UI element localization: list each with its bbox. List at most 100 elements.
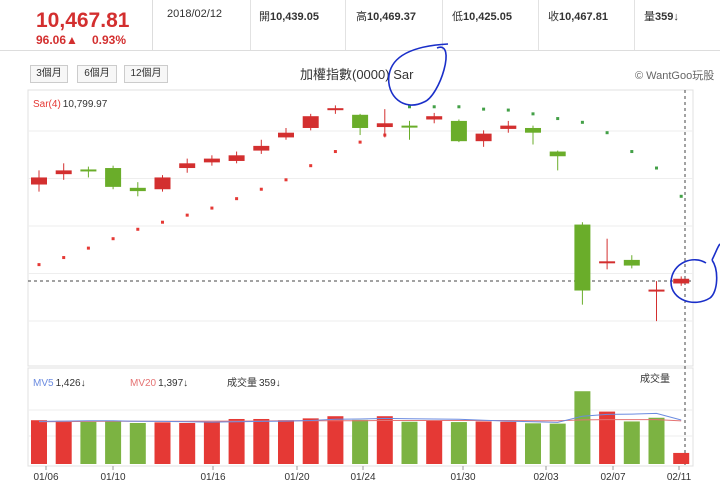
sar-dot: [531, 112, 535, 116]
volume-bar: [154, 422, 171, 464]
sar-dot: [235, 197, 239, 201]
volume-bar: [253, 418, 270, 464]
volume-bar: [623, 421, 640, 464]
volume-value: 359↓: [655, 11, 679, 23]
price-change: 96.06▲: [36, 33, 78, 47]
sar-dot: [358, 140, 362, 144]
price-summary: 10,467.81 96.06▲ 0.93%: [0, 0, 153, 50]
candle: [253, 139, 270, 154]
candle-body: [426, 116, 443, 120]
close-field: 收10,467.81: [548, 8, 608, 24]
sar-dot: [161, 220, 164, 224]
sar-dot: [309, 164, 313, 168]
sar-dot: [506, 108, 510, 112]
low-label: 低: [452, 11, 463, 23]
volume-bar: [327, 416, 344, 464]
candle: [648, 281, 665, 322]
high-value: 10,469.37: [367, 11, 416, 23]
candle: [549, 150, 566, 171]
candle: [525, 125, 541, 145]
volume-legend-label: 成交量: [227, 376, 257, 389]
candle-body: [203, 158, 220, 163]
high-field: 高10,469.37: [356, 8, 416, 24]
candle-body: [401, 125, 418, 128]
candle: [574, 222, 591, 305]
volume-bar: [352, 419, 369, 464]
candle: [179, 158, 196, 173]
sar-dot: [605, 131, 609, 135]
sar-dot: [482, 107, 486, 111]
volume-field: 量359↓: [644, 8, 679, 24]
candle: [302, 113, 319, 131]
candle-body: [327, 108, 344, 111]
candle: [401, 120, 418, 140]
quote-header: 10,467.81 96.06▲ 0.93% 2018/02/12 開10,43…: [0, 0, 720, 51]
candle-body: [129, 187, 146, 192]
x-tick-label: 01/06: [33, 472, 58, 483]
volume-bar: [376, 416, 393, 464]
sar-dot: [136, 227, 140, 231]
mv20-legend: MV20 1,397↓: [130, 378, 188, 389]
candlesticks: [31, 105, 690, 322]
candle-body: [302, 116, 319, 128]
candle: [352, 113, 369, 136]
candle: [31, 170, 47, 192]
range-3m-button[interactable]: 3個月: [30, 65, 68, 83]
candle: [154, 175, 171, 192]
candle-body: [253, 145, 270, 151]
volume-bar: [31, 420, 47, 464]
range-6m-button[interactable]: 6個月: [77, 65, 117, 83]
volume-bar: [450, 422, 467, 464]
annotation-circle-title: [387, 43, 449, 106]
gridlines: [28, 130, 693, 322]
candle-body: [376, 123, 393, 128]
volume-bar: [179, 422, 196, 464]
divider: [442, 0, 443, 50]
sar-dot: [408, 105, 411, 109]
x-tick-label: 02/11: [667, 472, 692, 483]
volume-bar: [401, 421, 418, 464]
sar-dot: [62, 256, 66, 260]
low-value: 10,425.05: [463, 11, 512, 23]
sar-dots: [37, 105, 683, 267]
candle-body: [673, 278, 690, 284]
volume-bar: [55, 420, 72, 464]
volume-bar: [648, 417, 665, 464]
x-tick-label: 01/30: [450, 472, 475, 483]
volume-panel-label: 成交量: [640, 372, 670, 385]
sar-legend-value: 10,799.97: [63, 99, 108, 110]
mv5-legend: MV5 1,426↓: [33, 378, 86, 389]
open-field: 開10,439.05: [259, 8, 319, 24]
volume-bar: [500, 421, 517, 464]
price-change-percent: 0.93%: [92, 33, 127, 47]
sar-dot: [630, 150, 634, 154]
sar-dot: [457, 105, 461, 109]
candle: [376, 109, 393, 138]
candle: [673, 276, 690, 286]
candle: [55, 163, 72, 180]
volume-bar: [673, 452, 690, 464]
volume-bar: [129, 422, 146, 464]
candle-body: [278, 132, 294, 138]
candle: [278, 127, 294, 140]
volume-bar: [426, 420, 443, 464]
x-tick-label: 02/07: [600, 472, 625, 483]
mv5-value: 1,426↓: [56, 378, 86, 389]
sar-dot: [259, 187, 263, 191]
sar-dot: [679, 194, 683, 198]
credit-text: © WantGoo玩股: [635, 70, 715, 82]
volume-bar: [228, 418, 245, 464]
candle: [500, 120, 517, 133]
range-12m-button[interactable]: 12個月: [124, 65, 168, 83]
candle-body: [179, 163, 196, 169]
volume-bar: [475, 421, 492, 464]
volume-bar: [105, 421, 122, 464]
divider: [345, 0, 346, 50]
candle-body: [475, 133, 492, 142]
candle-body: [623, 259, 640, 266]
sar-dot: [284, 178, 288, 182]
x-tick-label: 02/03: [533, 472, 558, 483]
annotation-circle-last-candle: [670, 243, 720, 304]
price-panel-border: [27, 89, 694, 367]
